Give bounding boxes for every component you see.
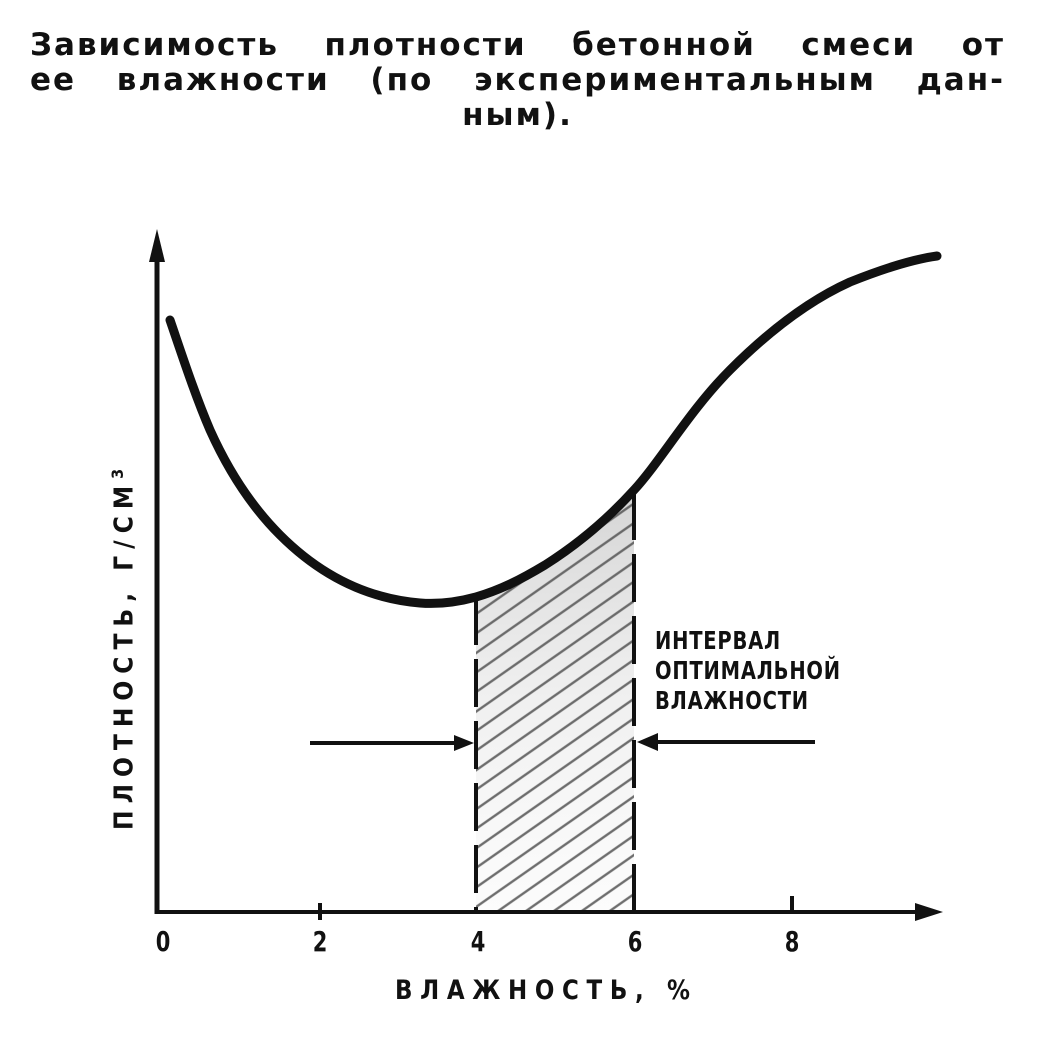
chart-title: Зависимость плотности бетонной смеси от … [30,28,1005,133]
y-axis-label-text: ПЛОТНОСТЬ, Г/СМ [109,478,140,830]
x-tick-label-0: 0 [155,925,171,958]
right-pointer-arrow [637,733,815,751]
annotation-line-2: ОПТИМАЛЬНОЙ [655,656,841,685]
title-line-1: Зависимость плотности бетонной смеси от [30,27,1005,63]
left-pointer-arrow [310,735,474,751]
x-tick-label-4: 4 [470,925,486,958]
x-axis [155,903,943,921]
y-axis-label: ПЛОТНОСТЬ, Г/СМ3 [108,469,140,830]
title-line-3: ным). [462,97,573,133]
annotation-line-3: ВЛАЖНОСТИ [655,686,809,715]
x-axis-label: ВЛАЖНОСТЬ, % [395,975,698,1006]
x-tick-label-8: 8 [784,925,800,958]
interval-annotation: ИНТЕРВАЛ ОПТИМАЛЬНОЙ ВЛАЖНОСТИ [655,626,841,716]
annotation-line-1: ИНТЕРВАЛ [655,626,781,655]
y-axis-arrow-icon [149,229,165,262]
arrow-right-icon [454,735,474,751]
y-axis-label-superscript: 3 [108,468,127,479]
x-axis-arrow-icon [915,903,943,921]
x-tick-label-6: 6 [627,925,643,958]
y-axis [149,229,165,914]
arrow-left-icon [637,733,658,751]
x-ticks [318,896,794,920]
x-tick-label-2: 2 [312,925,328,958]
optimal-interval-region [476,490,634,912]
title-line-2: ее влажности (по экспериментальным дан- [30,62,1005,98]
density-curve [165,251,942,608]
